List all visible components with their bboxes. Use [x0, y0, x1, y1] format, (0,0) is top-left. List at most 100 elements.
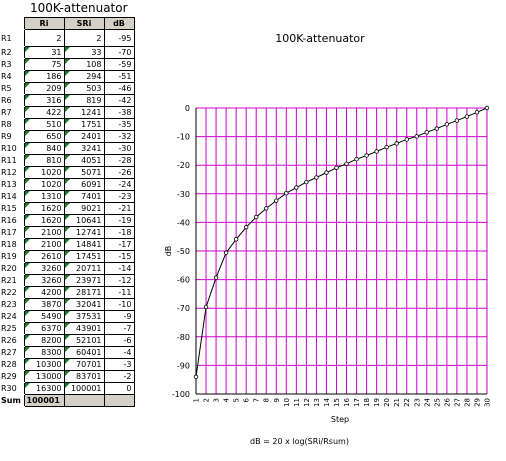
sri-cell[interactable]: 5071	[63, 166, 105, 179]
column-header-db[interactable]: dB	[103, 17, 135, 30]
db-cell[interactable]: -4	[103, 346, 135, 359]
ri-cell[interactable]: 3260	[23, 274, 65, 287]
db-cell[interactable]: -6	[103, 334, 135, 347]
row-label[interactable]: R27	[1, 348, 17, 357]
row-label[interactable]: R3	[1, 60, 12, 69]
ri-cell[interactable]: 13000	[23, 370, 65, 383]
sri-cell[interactable]: 28171	[63, 286, 105, 299]
db-cell[interactable]: -28	[103, 154, 135, 167]
sum-empty[interactable]	[63, 394, 105, 407]
sri-cell[interactable]: 2401	[63, 130, 105, 143]
db-cell[interactable]: -24	[103, 178, 135, 191]
ri-cell[interactable]: 510	[23, 118, 65, 131]
sri-cell[interactable]: 70701	[63, 358, 105, 371]
ri-cell[interactable]: 1020	[23, 166, 65, 179]
sri-cell[interactable]: 37531	[63, 310, 105, 323]
row-label[interactable]: R5	[1, 84, 12, 93]
sri-cell[interactable]: 52101	[63, 334, 105, 347]
row-label[interactable]: R30	[1, 384, 17, 393]
db-cell[interactable]: -19	[103, 214, 135, 227]
sri-cell[interactable]: 33	[63, 46, 105, 59]
row-label[interactable]: R12	[1, 168, 17, 177]
ri-cell[interactable]: 10300	[23, 358, 65, 371]
row-label[interactable]: R21	[1, 276, 17, 285]
ri-cell[interactable]: 3260	[23, 262, 65, 275]
db-cell[interactable]: -23	[103, 190, 135, 203]
sri-cell[interactable]: 12741	[63, 226, 105, 239]
row-label[interactable]: R18	[1, 240, 17, 249]
ri-cell[interactable]: 6370	[23, 322, 65, 335]
db-cell[interactable]: -59	[103, 58, 135, 71]
db-cell[interactable]: -32	[103, 130, 135, 143]
ri-cell[interactable]: 2610	[23, 250, 65, 263]
db-cell[interactable]: -51	[103, 70, 135, 83]
row-label[interactable]: R23	[1, 300, 17, 309]
db-cell[interactable]: -18	[103, 226, 135, 239]
ri-cell[interactable]: 422	[23, 106, 65, 119]
sri-cell[interactable]: 23971	[63, 274, 105, 287]
column-header-ri[interactable]: Ri	[23, 17, 65, 30]
ri-cell[interactable]: 209	[23, 82, 65, 95]
row-label[interactable]: R29	[1, 372, 17, 381]
row-label[interactable]: R11	[1, 156, 17, 165]
db-cell[interactable]: -30	[103, 142, 135, 155]
sri-cell[interactable]: 14841	[63, 238, 105, 251]
row-label[interactable]: R16	[1, 216, 17, 225]
db-cell[interactable]: -26	[103, 166, 135, 179]
sri-cell[interactable]: 1751	[63, 118, 105, 131]
ri-cell[interactable]: 2	[23, 29, 65, 47]
db-cell[interactable]: -9	[103, 310, 135, 323]
db-cell[interactable]: -3	[103, 358, 135, 371]
db-cell[interactable]: -38	[103, 106, 135, 119]
db-cell[interactable]: 0	[103, 382, 135, 395]
sri-cell[interactable]: 294	[63, 70, 105, 83]
sum-empty[interactable]	[103, 394, 135, 407]
sri-cell[interactable]: 7401	[63, 190, 105, 203]
sri-cell[interactable]: 9021	[63, 202, 105, 215]
ri-cell[interactable]: 1620	[23, 214, 65, 227]
row-label[interactable]: R26	[1, 336, 17, 345]
db-cell[interactable]: -35	[103, 118, 135, 131]
sri-cell[interactable]: 32041	[63, 298, 105, 311]
sri-cell[interactable]: 83701	[63, 370, 105, 383]
ri-cell[interactable]: 5490	[23, 310, 65, 323]
row-label[interactable]: R1	[1, 33, 12, 43]
sri-cell[interactable]: 819	[63, 94, 105, 107]
row-label[interactable]: R19	[1, 252, 17, 261]
ri-cell[interactable]: 1620	[23, 202, 65, 215]
db-cell[interactable]: -46	[103, 82, 135, 95]
row-label[interactable]: R17	[1, 228, 17, 237]
sum-label[interactable]: Sum	[1, 394, 24, 407]
sri-cell[interactable]: 43901	[63, 322, 105, 335]
sri-cell[interactable]: 4051	[63, 154, 105, 167]
ri-cell[interactable]: 4200	[23, 286, 65, 299]
sri-cell[interactable]: 100001	[63, 382, 105, 395]
ri-cell[interactable]: 8300	[23, 346, 65, 359]
sri-cell[interactable]: 2	[63, 29, 105, 47]
db-cell[interactable]: -95	[103, 29, 135, 47]
ri-cell[interactable]: 1020	[23, 178, 65, 191]
ri-cell[interactable]: 840	[23, 142, 65, 155]
row-label[interactable]: R8	[1, 120, 12, 129]
row-label[interactable]: R15	[1, 204, 17, 213]
db-cell[interactable]: -15	[103, 250, 135, 263]
row-label[interactable]: R4	[1, 72, 12, 81]
column-header-sri[interactable]: SRi	[63, 17, 105, 30]
db-cell[interactable]: -14	[103, 262, 135, 275]
ri-cell[interactable]: 16300	[23, 382, 65, 395]
row-label[interactable]: R22	[1, 288, 17, 297]
ri-cell[interactable]: 8200	[23, 334, 65, 347]
sum-value[interactable]: 100001	[23, 394, 65, 407]
db-cell[interactable]: -11	[103, 286, 135, 299]
db-cell[interactable]: -70	[103, 46, 135, 59]
row-label[interactable]: R25	[1, 324, 17, 333]
row-label[interactable]: R6	[1, 96, 12, 105]
row-label[interactable]: R13	[1, 180, 17, 189]
sri-cell[interactable]: 17451	[63, 250, 105, 263]
row-label[interactable]: R28	[1, 360, 17, 369]
row-label[interactable]: R14	[1, 192, 17, 201]
ri-cell[interactable]: 316	[23, 94, 65, 107]
db-cell[interactable]: -17	[103, 238, 135, 251]
row-label[interactable]: R2	[1, 48, 12, 57]
ri-cell[interactable]: 186	[23, 70, 65, 83]
